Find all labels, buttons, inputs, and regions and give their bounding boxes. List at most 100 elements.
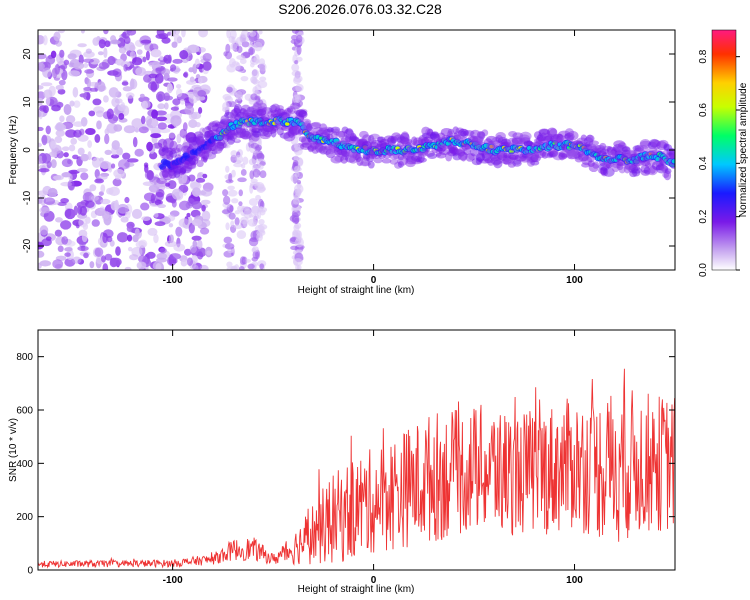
x-tick-label: 100 [566, 275, 583, 286]
spectral-blob [235, 154, 244, 164]
spectral-blob [60, 220, 72, 230]
spectral-blob [60, 64, 68, 70]
spectral-blob [131, 118, 143, 129]
spectral-blob [227, 185, 235, 191]
spectral-blob [161, 37, 171, 44]
spectral-blob [156, 91, 166, 102]
spectral-blob [367, 161, 375, 169]
spectral-blob [223, 236, 233, 244]
spectral-blob [296, 56, 303, 62]
spectral-blob [201, 204, 206, 212]
spectral-blob [139, 93, 145, 98]
spectral-blob [89, 261, 95, 269]
y-tick-label: -10 [22, 190, 33, 205]
spectral-blob [124, 266, 132, 270]
spectral-blob [287, 107, 294, 113]
spectral-blob [512, 160, 522, 167]
colorbar-label: Normalized spectral amplitude [738, 82, 749, 217]
spectral-blob [81, 233, 88, 243]
spectral-blob [155, 263, 162, 270]
spectral-blob [170, 64, 177, 72]
spectral-blob [200, 188, 213, 197]
x-tick-label: 0 [371, 275, 377, 286]
spectral-blob [85, 200, 95, 208]
spectral-blob [175, 84, 182, 89]
spectral-blob [191, 187, 201, 197]
spectral-blob [230, 220, 235, 227]
spectral-blob [131, 208, 143, 219]
spectral-blob [249, 181, 260, 187]
spectral-blob [72, 121, 84, 128]
spectral-blob [123, 64, 128, 72]
spectral-blob [164, 240, 177, 248]
spectral-blob [127, 234, 133, 242]
spectral-blob [481, 129, 489, 137]
spectral-blob [296, 188, 302, 193]
spectral-blob [233, 162, 243, 168]
spectral-blob [290, 102, 301, 110]
spectral-blob [60, 198, 69, 204]
spectral-blob [124, 211, 131, 219]
spectral-blob [116, 232, 129, 243]
spectral-blob [55, 217, 63, 223]
colorbar-tick-label: 0.6 [698, 103, 709, 117]
spectral-blob [258, 62, 267, 72]
spectral-blob [112, 116, 119, 122]
spectral-blob [226, 63, 237, 73]
spectral-blob [50, 140, 57, 149]
spectral-blob [178, 218, 190, 228]
spectral-blob [196, 172, 203, 180]
spectral-blob [151, 109, 158, 120]
spectral-blob [115, 246, 121, 256]
y-tick-label: 0 [22, 147, 33, 153]
spectral-blob [146, 117, 159, 129]
spectral-blob [142, 181, 155, 186]
spectral-blob [124, 30, 133, 34]
spectral-blob [168, 132, 176, 139]
spectral-blob [67, 159, 72, 165]
spectral-blob [447, 128, 454, 135]
spectral-blob [196, 239, 203, 250]
spectral-blob [294, 144, 301, 151]
spectral-blob [129, 254, 139, 261]
spectral-blob [242, 156, 249, 165]
spectral-blob [73, 129, 82, 138]
spectral-blob [195, 177, 206, 183]
spectral-blob [152, 61, 160, 66]
spectral-blob [153, 212, 159, 218]
spectral-blob [104, 128, 110, 136]
spectral-blob [157, 204, 167, 209]
spectral-blob [63, 152, 69, 158]
spectral-blob [127, 158, 139, 163]
spectral-blob [295, 83, 304, 92]
spectral-blob [549, 128, 557, 136]
spectral-blob [92, 98, 102, 106]
spectral-blob [118, 159, 130, 170]
spectral-blob [294, 237, 305, 248]
spectral-blob [155, 257, 168, 263]
spectral-blob [106, 108, 114, 120]
spectral-blob [107, 70, 119, 76]
snr-xlabel: Height of straight line (km) [298, 584, 415, 595]
spectral-blob [131, 57, 143, 66]
spectral-blob [291, 215, 300, 224]
spectral-blob [235, 37, 242, 47]
spectral-blob [52, 259, 64, 269]
spectral-blob [258, 30, 263, 35]
spectral-blob [103, 47, 108, 59]
spectral-blob [72, 87, 79, 98]
spectral-blob [53, 31, 61, 42]
spectral-blob [55, 129, 65, 137]
spectral-blob [603, 167, 615, 177]
spectral-blob [227, 189, 238, 197]
colorbar-ticks: 0.0 0.2 0.4 0.6 0.8 [698, 49, 740, 277]
spectral-blob [179, 99, 185, 105]
spectral-blob [239, 130, 252, 140]
spectral-blob [68, 173, 73, 181]
y-tick-label: 10 [22, 96, 33, 108]
spectral-blob [134, 228, 140, 237]
spectral-blob [285, 122, 290, 126]
spectral-blob [80, 172, 89, 181]
spectral-blob [106, 187, 114, 195]
spectral-blob [249, 184, 254, 194]
